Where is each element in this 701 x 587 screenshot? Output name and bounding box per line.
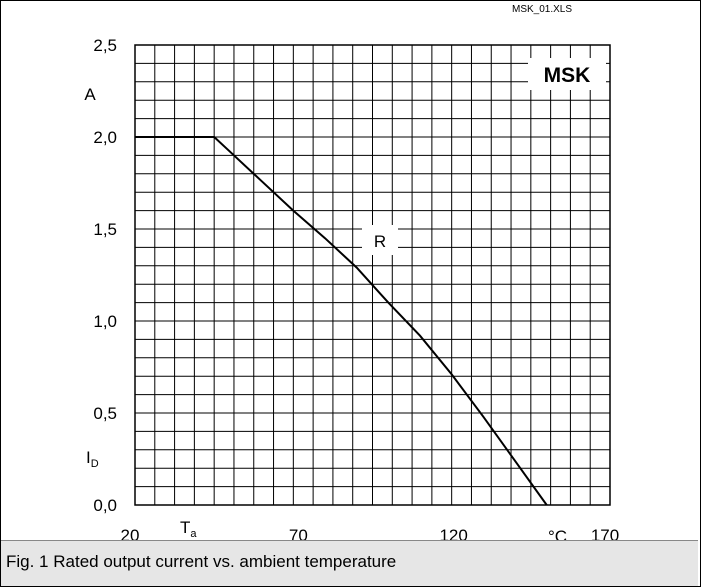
- y-tick-label: 1,0: [93, 312, 117, 331]
- x-axis-symbol: Ta: [180, 518, 197, 540]
- y-axis-symbol: ID: [86, 448, 99, 470]
- x-unit-label: °C: [548, 527, 567, 540]
- msk-badge: MSK: [544, 64, 591, 87]
- x-tick-label: 20: [121, 526, 140, 540]
- y-tick-label: 2,5: [93, 36, 117, 55]
- x-tick-labels: 20 70 120 170: [121, 526, 620, 540]
- series-label-bg: [362, 225, 398, 255]
- x-tick-label: 170: [591, 526, 619, 540]
- msk-badge-bg: [528, 58, 606, 90]
- figure-caption-bar: Fig. 1 Rated output current vs. ambient …: [1, 540, 698, 586]
- series-line-r: [135, 136, 548, 506]
- series-label-r: R: [374, 232, 386, 251]
- y-tick-label: 0,0: [93, 496, 117, 515]
- figure-caption: Fig. 1 Rated output current vs. ambient …: [6, 552, 397, 571]
- x-tick-label: 70: [289, 526, 308, 540]
- plot-border: [134, 44, 611, 506]
- y-tick-label: 2,0: [93, 128, 117, 147]
- file-label: MSK_01.XLS: [512, 4, 572, 15]
- y-unit-label: A: [84, 85, 96, 104]
- y-tick-labels: 0,0 0,5 1,0 1,5 2,0 2,5: [93, 36, 117, 515]
- x-tick-label: 120: [439, 526, 467, 540]
- y-tick-label: 1,5: [93, 220, 117, 239]
- y-tick-label: 0,5: [93, 404, 117, 423]
- grid-minor: [135, 45, 610, 505]
- derating-chart: 0,0 0,5 1,0 1,5 2,0 2,5 20 70 120 170 MSK R A ID…: [84, 4, 620, 540]
